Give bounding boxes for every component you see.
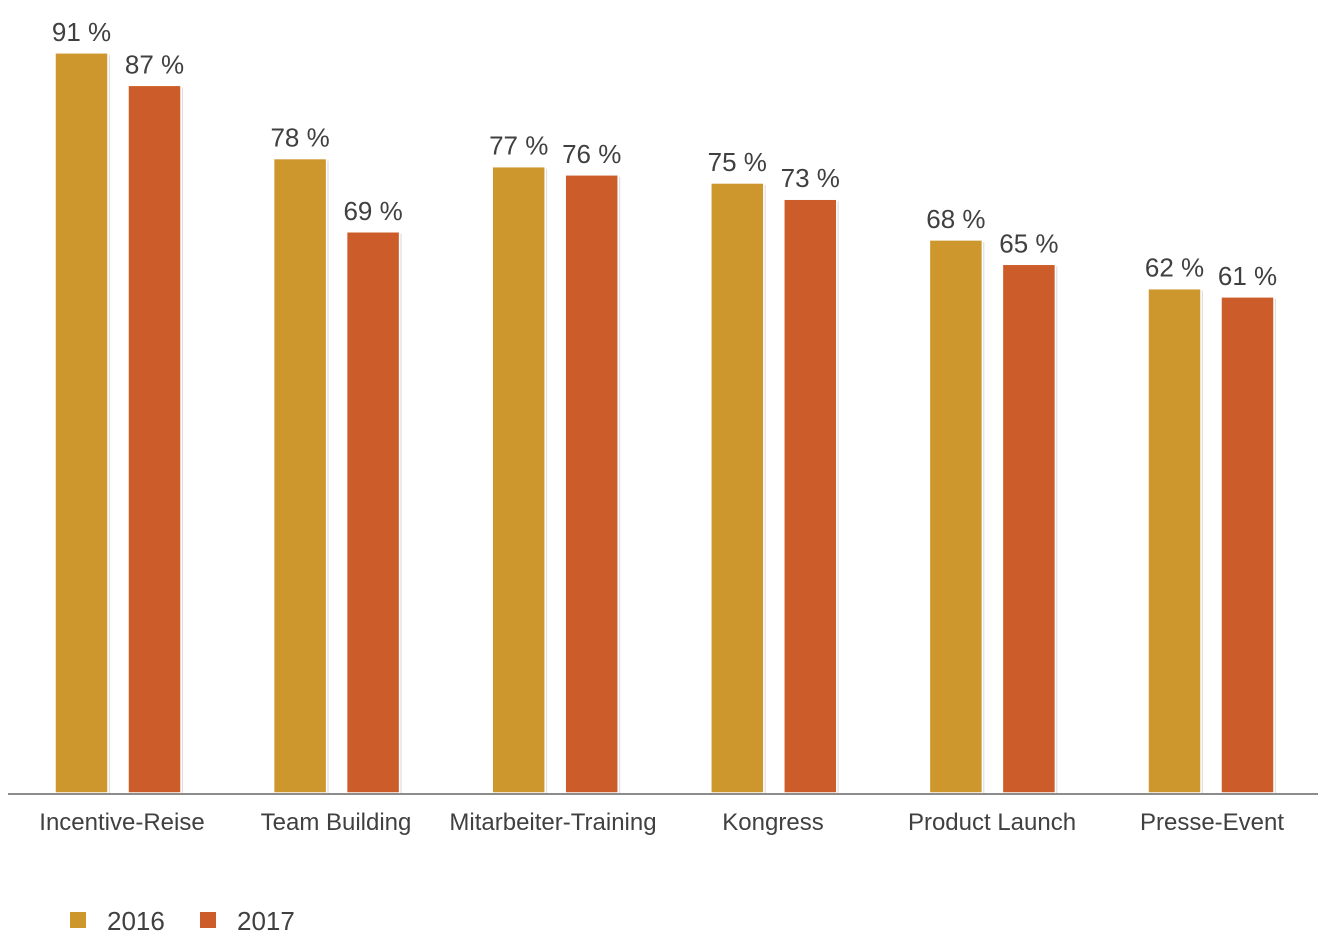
bar-2017-5 [1220,296,1275,794]
bar-2016-5 [1147,287,1202,794]
legend-swatch-2017 [200,912,216,928]
category-labels-layer: Incentive-Reise Team Building Mitarbeiter-… [39,809,1284,836]
data-label: 75 % [708,147,767,177]
bar-2017-2 [564,174,619,794]
data-label: 61 % [1218,261,1277,291]
category-label: Mitarbeiter-Training [449,809,656,836]
legend: 2016 2017 [70,906,295,936]
data-label: 62 % [1145,253,1204,283]
data-label: 76 % [562,139,621,169]
data-label: 68 % [926,204,985,234]
value-labels-layer: 91 % 87 % 78 % 69 % 77 % 76 % 75 % 73 % 68 % 65 %… [52,17,1277,291]
bar-2016-0 [54,52,109,794]
category-label: Incentive-Reise [39,809,204,836]
bars-layer [54,52,1276,796]
category-label: Product Launch [908,809,1076,836]
legend-swatch-2016 [70,912,86,928]
bar-2017-4 [1001,263,1057,794]
legend-label: 2016 [107,906,165,935]
legend-label: 2017 [237,906,295,935]
data-label: 73 % [781,163,840,193]
bar-2017-3 [783,198,838,794]
bar-2016-1 [272,157,328,794]
category-label: Team Building [261,809,412,836]
bar-2017-1 [345,231,401,794]
category-label: Presse-Event [1140,809,1284,836]
bar-2016-4 [928,239,984,794]
data-label: 78 % [270,123,329,153]
category-label: Kongress [722,809,823,836]
bar-2017-0 [127,84,182,794]
data-label: 65 % [999,228,1058,258]
data-label: 87 % [125,49,184,79]
data-label: 77 % [489,131,548,161]
bar-2016-2 [491,165,546,794]
bar-2016-3 [710,182,765,794]
data-label: 69 % [343,196,402,226]
data-label: 91 % [52,17,111,47]
